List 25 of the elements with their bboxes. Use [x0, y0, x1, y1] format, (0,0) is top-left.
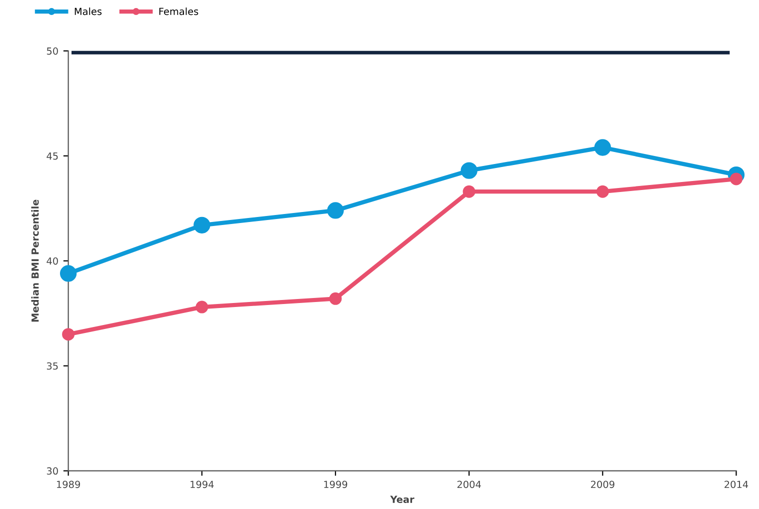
- point: [196, 300, 208, 314]
- point: [62, 328, 75, 341]
- x-axis-title: Year: [390, 496, 414, 504]
- x-tick-label: 2004: [457, 480, 481, 488]
- legend-label: Females: [159, 8, 198, 16]
- x-tick-label: 1989: [57, 480, 80, 488]
- point: [329, 292, 342, 305]
- legend-label: Males: [74, 8, 102, 16]
- x-tick-label: 2014: [724, 480, 748, 488]
- point: [327, 202, 344, 219]
- point: [596, 185, 609, 198]
- y-tick-label: 50: [46, 47, 58, 55]
- point: [194, 216, 210, 234]
- y-tick-label: 35: [46, 362, 58, 370]
- point: [460, 162, 478, 179]
- x-tick-label: 1994: [190, 480, 214, 488]
- y-axis-title: Median BMI Percentile: [31, 200, 39, 322]
- point: [462, 185, 476, 198]
- point: [594, 139, 611, 156]
- y-tick-label: 40: [46, 257, 58, 265]
- x-tick-label: 2009: [590, 480, 614, 488]
- x-tick-label: 1999: [324, 480, 348, 488]
- y-tick-label: 30: [46, 467, 58, 475]
- point: [60, 265, 77, 282]
- y-tick-label: 45: [46, 152, 58, 160]
